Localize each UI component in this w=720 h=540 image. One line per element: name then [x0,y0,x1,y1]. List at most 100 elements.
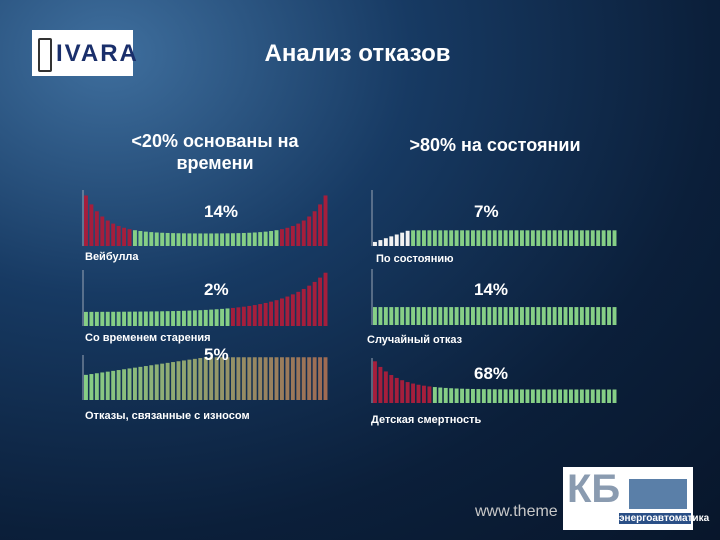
pattern-bar [252,357,257,400]
pattern-bar [285,357,290,400]
pattern-bar [411,383,416,403]
pattern-bar [465,230,470,246]
pattern-bar [443,307,448,325]
pattern-bar [182,233,186,246]
pattern-bar [122,227,127,246]
pattern-bar [192,310,197,326]
pattern-bar [432,230,437,246]
pattern-bar [422,307,426,325]
pattern-bar [258,357,263,400]
pattern-bar [214,357,219,400]
pattern-bar [579,230,584,246]
pattern-bar [133,230,137,246]
pattern-bar [192,358,197,400]
pattern-bar [476,389,481,403]
pattern-bar [176,233,181,246]
pattern-bar [498,230,503,246]
pattern-bar [133,367,137,400]
pattern-bar [552,307,557,325]
pattern-bar [509,230,514,246]
pattern-bar [301,357,306,400]
logo-icon [38,38,52,72]
pattern-bar [438,230,443,246]
pattern-bar [225,357,230,400]
pattern-bar [165,362,170,400]
pattern-bar [312,357,317,400]
pattern-bar [596,389,601,403]
pattern-bar [541,307,546,325]
pattern-bar [389,307,394,325]
pattern-bar [552,389,557,403]
pattern-bar [547,389,552,403]
pattern-bar [536,389,541,403]
pattern-bar [258,232,263,246]
pattern-bar [612,230,617,246]
pattern-bar [133,311,137,326]
pattern-bar [203,233,208,246]
share: 14% [474,280,509,299]
pattern-bar [411,230,416,246]
pattern-bar [405,382,410,403]
pattern-bar [296,357,301,400]
pattern-bar [503,389,508,403]
pattern-label: Случайный отказ [367,334,463,346]
share: 5% [204,345,229,364]
pattern-bar [165,232,170,246]
pattern-bar [214,309,219,326]
pattern-bar [460,230,465,246]
pattern-bar [514,389,519,403]
pattern-bar [263,302,268,326]
pattern-bar [94,311,99,326]
pattern-bar [182,310,186,326]
pattern-bar [263,231,268,246]
pattern-bar [547,307,552,325]
pattern-bar [165,311,170,326]
pattern-bar [530,389,535,403]
pattern-bar [236,357,241,400]
pattern-bar [492,389,497,403]
pattern-bar [198,310,203,326]
pattern-bar [269,301,274,326]
pattern-bar [160,311,165,326]
pattern-bar [138,311,143,326]
pattern-bar [405,230,410,246]
pattern-bar [198,358,203,400]
pattern-label: Детская смертность [371,414,482,426]
pattern-bar [198,233,203,246]
pattern-bar [231,233,235,246]
pattern-bar [541,389,546,403]
pattern-bar [389,236,394,246]
pattern-bar [94,373,99,400]
share: 2% [204,280,229,299]
pattern-bar [192,233,197,246]
pattern-bar [274,300,279,326]
pattern-bar [596,230,601,246]
pattern-bar [171,311,176,326]
pattern-bar [492,230,497,246]
pattern-bar [127,229,132,246]
pattern-bar [460,388,465,403]
pattern-bar [149,311,154,326]
pattern-bar [569,230,573,246]
pattern-bar [449,230,454,246]
pattern-bar [558,389,563,403]
pattern-bar [209,233,214,246]
pattern-bar [454,388,459,403]
pattern-bar [563,389,568,403]
pattern-bar [432,387,437,403]
pattern-bar [89,311,94,326]
pattern-bar [225,308,230,326]
pattern-bar [383,307,388,325]
pattern-bar [318,357,323,400]
pattern-bar [579,389,584,403]
pattern-bar [405,307,410,325]
pattern-bar [596,307,601,325]
pattern-bar [465,388,470,403]
pattern-bar [111,311,116,326]
pattern-bar [263,357,268,400]
pattern-bar [427,307,432,325]
pattern-bar [187,310,192,326]
pattern-bar [432,307,437,325]
pattern-bar [503,230,508,246]
